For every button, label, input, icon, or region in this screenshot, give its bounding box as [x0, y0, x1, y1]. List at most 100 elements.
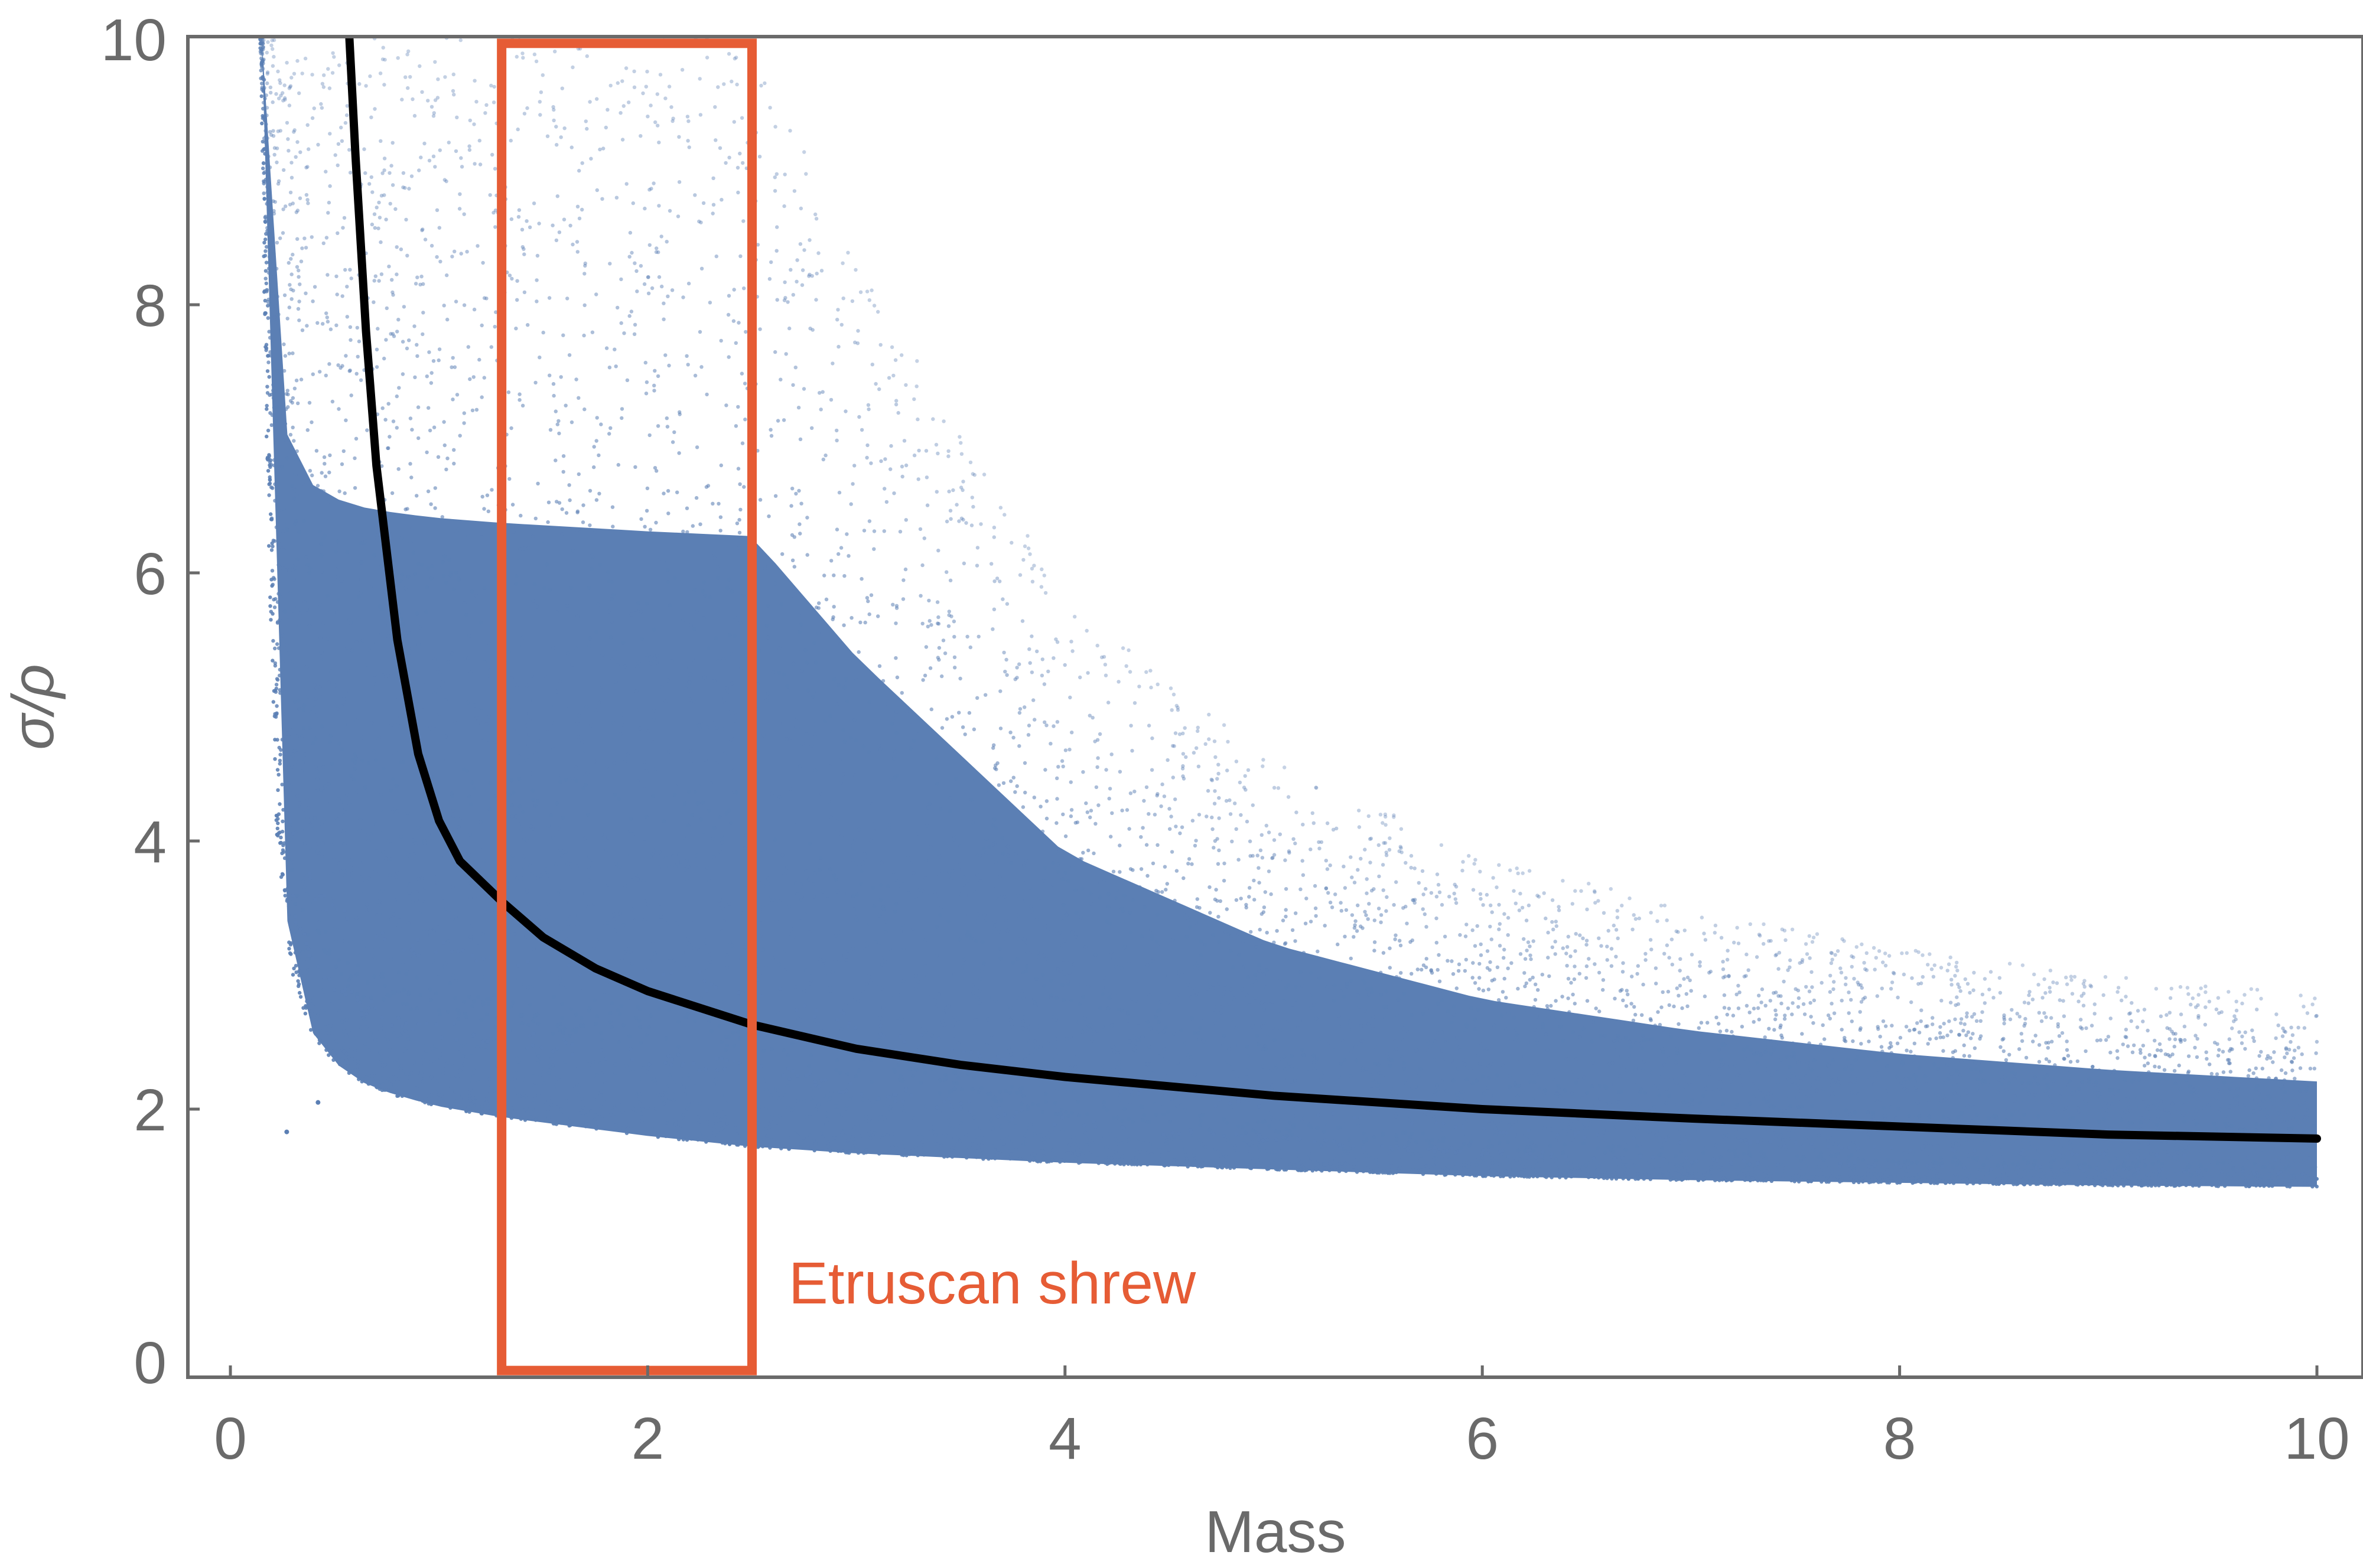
- scatter-point: [1088, 891, 1093, 896]
- scatter-point: [736, 405, 740, 409]
- scatter-point: [1544, 1032, 1548, 1036]
- scatter-point: [331, 1058, 336, 1062]
- scatter-point: [1617, 1165, 1622, 1169]
- scatter-point: [2302, 1026, 2307, 1030]
- scatter-point: [2216, 996, 2221, 1000]
- scatter-point: [682, 1075, 687, 1080]
- scatter-point: [365, 902, 369, 907]
- scatter-point: [1233, 1043, 1237, 1048]
- scatter-point: [1747, 1010, 1752, 1015]
- scatter-point: [561, 816, 565, 820]
- scatter-point: [1257, 1137, 1261, 1142]
- scatter-point: [1877, 949, 1882, 953]
- scatter-point: [1357, 825, 1362, 829]
- scatter-point: [966, 1072, 971, 1076]
- scatter-point: [400, 572, 405, 577]
- scatter-point: [2259, 1049, 2263, 1054]
- scatter-point: [956, 1150, 960, 1155]
- scatter-point: [1725, 1012, 1729, 1017]
- scatter-point: [1095, 1029, 1100, 1033]
- scatter-point: [1180, 1148, 1184, 1153]
- scatter-point: [1017, 710, 1022, 715]
- scatter-point: [1069, 780, 1073, 784]
- scatter-point: [667, 749, 671, 754]
- scatter-point: [533, 1118, 538, 1122]
- scatter-point: [997, 930, 1001, 934]
- scatter-point: [1243, 774, 1247, 778]
- scatter-point: [1804, 942, 1808, 946]
- scatter-point: [569, 420, 574, 425]
- scatter-point: [1272, 785, 1277, 790]
- scatter-point: [810, 426, 814, 430]
- scatter-point: [1391, 1087, 1395, 1091]
- scatter-point: [774, 920, 779, 924]
- scatter-point: [1670, 963, 1674, 967]
- scatter-point: [952, 620, 956, 624]
- scatter-point: [942, 419, 946, 423]
- scatter-point: [677, 1137, 681, 1142]
- scatter-point: [666, 1083, 671, 1088]
- scatter-point: [757, 1104, 761, 1109]
- scatter-point: [450, 950, 454, 954]
- scatter-point: [1492, 1023, 1496, 1028]
- scatter-point: [1244, 902, 1248, 907]
- scatter-point: [276, 69, 280, 74]
- scatter-point: [773, 494, 778, 498]
- scatter-point: [1514, 1120, 1518, 1124]
- scatter-point: [581, 520, 585, 524]
- scatter-point: [395, 809, 399, 813]
- scatter-point: [265, 106, 269, 110]
- scatter-point: [1096, 756, 1100, 760]
- scatter-point: [1076, 1153, 1080, 1157]
- scatter-point: [1856, 1149, 1861, 1154]
- scatter-point: [1228, 1166, 1232, 1171]
- scatter-point: [278, 618, 282, 622]
- scatter-point: [373, 226, 377, 230]
- scatter-point: [1765, 1166, 1769, 1170]
- scatter-point: [796, 1013, 800, 1017]
- scatter-point: [276, 182, 281, 186]
- scatter-point: [816, 1102, 821, 1107]
- scatter-point: [508, 1113, 512, 1117]
- scatter-point: [812, 894, 816, 899]
- scatter-point: [516, 215, 521, 219]
- scatter-point: [1773, 1017, 1778, 1022]
- scatter-point: [642, 837, 647, 841]
- scatter-point: [428, 929, 433, 933]
- scatter-point: [457, 1050, 461, 1054]
- scatter-point: [265, 407, 269, 411]
- scatter-point: [1147, 1045, 1151, 1049]
- scatter-point: [644, 814, 649, 819]
- scatter-point: [1718, 1029, 1723, 1034]
- scatter-point: [515, 54, 519, 59]
- scatter-point: [782, 204, 786, 208]
- scatter-point: [527, 733, 531, 737]
- scatter-point: [515, 298, 519, 302]
- scatter-point: [307, 664, 312, 668]
- scatter-point: [1831, 987, 1835, 992]
- scatter-point: [1410, 1132, 1414, 1136]
- scatter-point: [272, 152, 276, 157]
- scatter-point: [511, 530, 516, 534]
- scatter-point: [1817, 1076, 1821, 1080]
- scatter-point: [442, 178, 447, 182]
- scatter-point: [2217, 1048, 2221, 1052]
- scatter-point: [575, 528, 580, 532]
- scatter-point: [1236, 858, 1241, 862]
- scatter-point: [2178, 1087, 2183, 1091]
- scatter-point: [375, 913, 379, 918]
- scatter-point: [1619, 1064, 1623, 1068]
- scatter-point: [756, 243, 760, 247]
- scatter-point: [1775, 1145, 1779, 1150]
- scatter-point: [1479, 1096, 1483, 1100]
- scatter-point: [737, 321, 741, 325]
- scatter-point: [991, 886, 996, 891]
- scatter-point: [658, 902, 662, 906]
- scatter-point: [1399, 827, 1404, 831]
- scatter-point: [1294, 911, 1298, 915]
- scatter-point: [1015, 666, 1019, 670]
- scatter-point: [1009, 779, 1013, 783]
- scatter-point: [526, 546, 530, 550]
- scatter-point: [471, 1074, 476, 1078]
- scatter-point: [432, 929, 436, 934]
